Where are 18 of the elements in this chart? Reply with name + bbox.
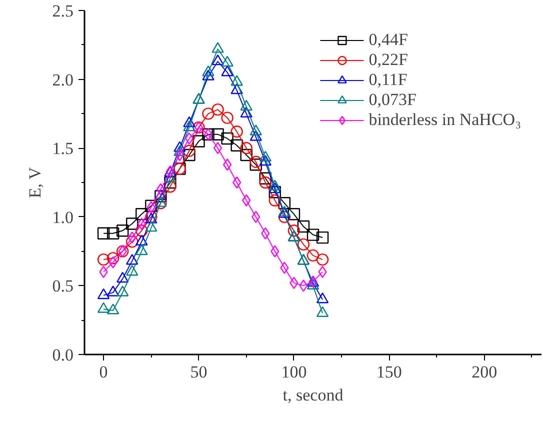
y-tick-label: 1.0 — [52, 208, 74, 227]
legend-label: 0,44F — [368, 30, 408, 50]
x-tick-label: 200 — [472, 362, 498, 382]
x-axis-title: t, second — [282, 386, 344, 404]
y-tick-label: 0.5 — [52, 276, 74, 296]
legend-label: 0,22F — [368, 50, 408, 70]
x-tick-label: 150 — [376, 362, 402, 382]
legend-label: binderless in NaHCO₃ — [368, 110, 521, 130]
x-tick-label: 0 — [99, 362, 108, 382]
y-axis-title: E, V — [25, 166, 44, 198]
y-tick-label: 2.0 — [52, 70, 74, 90]
x-tick-label: 100 — [281, 362, 307, 382]
x-tick-label: 50 — [190, 362, 208, 382]
y-tick-label: 1.5 — [52, 139, 74, 158]
legend-label: 0,073F — [368, 90, 416, 110]
y-tick-label: 2.5 — [52, 2, 74, 20]
y-tick-label: 0.0 — [52, 346, 74, 364]
legend-label: 0,11F — [368, 70, 408, 90]
